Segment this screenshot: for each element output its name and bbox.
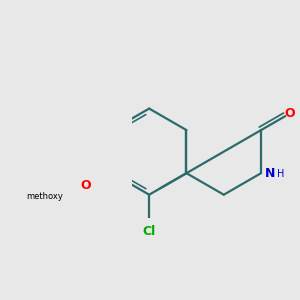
Text: N: N — [265, 167, 275, 180]
Text: H: H — [277, 169, 284, 179]
Text: Cl: Cl — [142, 225, 156, 238]
Text: O: O — [80, 178, 91, 191]
Text: methoxy: methoxy — [26, 192, 63, 201]
Text: O: O — [284, 107, 295, 120]
